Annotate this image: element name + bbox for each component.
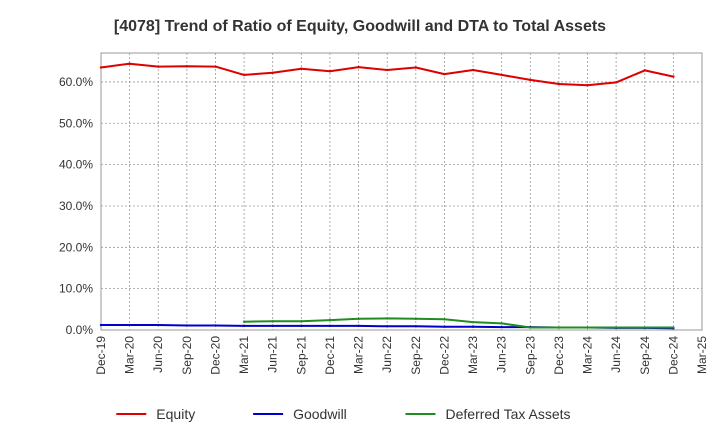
x-tick-label: Sep-20 xyxy=(180,336,194,375)
y-tick-label: 0.0% xyxy=(66,323,94,337)
x-tick-label: Jun-21 xyxy=(266,336,280,373)
x-tick-label: Jun-22 xyxy=(380,336,394,373)
legend-label: Equity xyxy=(156,406,195,422)
x-tick-label: Sep-24 xyxy=(638,336,652,375)
x-tick-label: Jun-24 xyxy=(609,336,623,373)
legend-label: Deferred Tax Assets xyxy=(446,406,571,422)
x-axis: Dec-19 Mar-20 Jun-20 Sep-20 Dec-20 Mar-21 Jun-… xyxy=(94,336,709,375)
x-tick-label: Mar-25 xyxy=(695,336,709,374)
x-tick-label: Dec-19 xyxy=(94,336,108,375)
legend: Equity Goodwill Deferred Tax Assets xyxy=(116,406,571,422)
x-tick-label: Dec-21 xyxy=(323,336,337,375)
series-line-equity xyxy=(100,62,674,87)
y-tick-label: 50.0% xyxy=(59,116,93,130)
x-tick-label: Dec-20 xyxy=(208,336,222,375)
x-tick-label: Dec-22 xyxy=(437,336,451,375)
legend-item-deferred-tax-assets: Deferred Tax Assets xyxy=(405,406,571,422)
x-tick-label: Mar-24 xyxy=(581,336,595,374)
y-tick-label: 40.0% xyxy=(59,158,93,172)
x-tick-label: Dec-23 xyxy=(552,336,566,375)
grid xyxy=(101,53,702,330)
x-tick-label: Mar-21 xyxy=(237,336,251,374)
x-tick-label: Mar-20 xyxy=(123,336,137,374)
y-tick-label: 10.0% xyxy=(59,282,93,296)
chart-title: [4078] Trend of Ratio of Equity, Goodwil… xyxy=(114,18,606,35)
legend-item-equity: Equity xyxy=(116,406,195,422)
series-equity xyxy=(99,62,675,87)
x-tick-label: Dec-24 xyxy=(666,336,680,375)
x-tick-label: Sep-22 xyxy=(409,336,423,375)
y-tick-label: 20.0% xyxy=(59,240,93,254)
series-deferred-tax-assets xyxy=(242,317,675,329)
series-lines xyxy=(99,62,675,330)
x-tick-label: Mar-22 xyxy=(352,336,366,374)
x-tick-label: Jun-23 xyxy=(495,336,509,373)
y-tick-label: 60.0% xyxy=(59,75,93,89)
y-tick-label: 30.0% xyxy=(59,199,93,213)
x-tick-label: Sep-23 xyxy=(523,336,537,375)
series-line-deferred-tax-assets xyxy=(244,317,674,329)
x-tick-label: Jun-20 xyxy=(151,336,165,373)
y-axis: 0.0% 10.0% 20.0% 30.0% 40.0% 50.0% 60.0% xyxy=(59,75,93,337)
x-tick-label: Sep-21 xyxy=(294,336,308,375)
legend-label: Goodwill xyxy=(293,406,347,422)
legend-item-goodwill: Goodwill xyxy=(253,406,347,422)
plot-frame xyxy=(100,52,703,331)
x-tick-label: Mar-23 xyxy=(466,336,480,374)
